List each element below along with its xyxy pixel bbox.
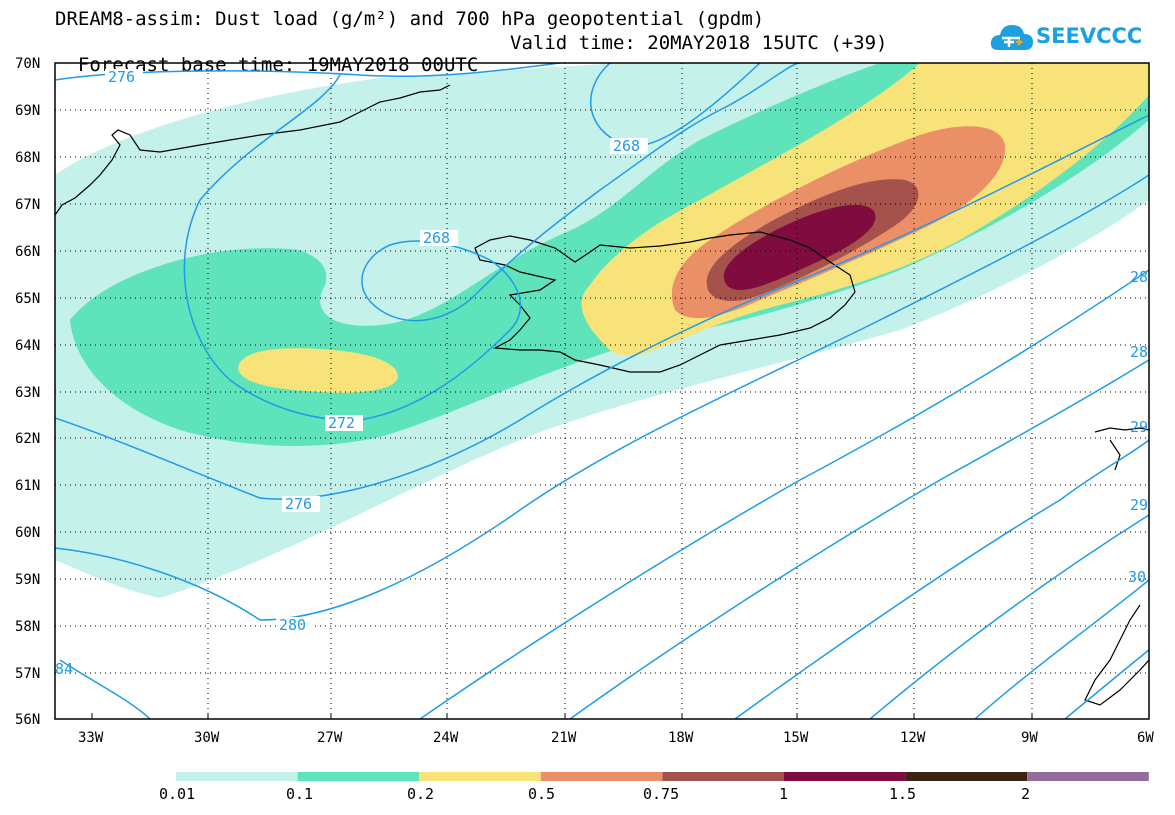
colorbar-label: 0.2	[407, 785, 434, 803]
iceland-coast	[474, 231, 856, 373]
colorbar-label: 0.01	[159, 785, 195, 803]
contour-label: 30	[1128, 568, 1146, 586]
lon-label: 33W	[78, 730, 104, 746]
lat-label: 58N	[15, 619, 40, 635]
lat-label: 70N	[15, 56, 40, 72]
lat-label: 65N	[15, 291, 40, 307]
contour-label: 29	[1130, 418, 1148, 436]
faroe-coast	[1094, 427, 1149, 471]
contour-label: 28	[1130, 268, 1148, 286]
colorbar-swatch	[419, 772, 541, 781]
contour-label: 268	[613, 137, 640, 155]
colorbar-swatch	[176, 772, 298, 781]
map-title: DREAM8-assim: Dust load (g/m²) and 700 h…	[55, 8, 765, 30]
contour-label: 268	[423, 229, 450, 247]
colorbar-swatch	[784, 772, 906, 781]
lon-label: 12W	[900, 730, 926, 746]
colorbar-label: 1	[779, 785, 788, 803]
contour-label: 272	[328, 414, 355, 432]
colorbar-label: 1.5	[889, 785, 916, 803]
valid-time: Valid time: 20MAY2018 15UTC (+39)	[510, 32, 888, 54]
colorbar-swatch	[1027, 772, 1149, 781]
lon-label: 15W	[783, 730, 809, 746]
time-info: Forecast base time: 19MAY2018 00UTC Vali…	[55, 32, 888, 98]
contour-labels: 276 268 268 272 276 280 84 28 28 29 29 3…	[55, 68, 1148, 678]
seevccc-logo: SEEVCCC	[990, 18, 1142, 58]
colorbar-swatch	[662, 772, 784, 781]
cloud-icon	[990, 25, 1033, 50]
greenland-coast	[55, 84, 451, 216]
colorbar-labels: 0.01 0.1 0.2 0.5 0.75 1 1.5 2	[159, 785, 1030, 803]
lon-label: 6W	[1137, 730, 1154, 746]
logo-text: SEEVCCC	[1036, 24, 1143, 48]
dust-fields	[55, 63, 1149, 598]
contour-label: 84	[55, 660, 73, 678]
contour-label: 29	[1130, 496, 1148, 514]
colorbar-label: 2	[1021, 785, 1030, 803]
colorbar-swatch	[540, 772, 663, 781]
dust-field-0.2-west	[238, 348, 398, 393]
lat-label: 56N	[15, 712, 40, 728]
contour-label: 276	[108, 68, 135, 86]
lon-label: 9W	[1021, 730, 1038, 746]
contour-label: 28	[1130, 343, 1148, 361]
lat-label: 60N	[15, 525, 40, 541]
colorbar-swatch	[297, 772, 420, 781]
geopotential-contours	[55, 63, 1149, 719]
lat-label: 61N	[15, 478, 40, 494]
lat-label: 62N	[15, 431, 40, 447]
scotland-coast	[1084, 604, 1149, 706]
axis-ticks	[91, 713, 1033, 719]
lon-label: 30W	[194, 730, 220, 746]
lon-label: 18W	[668, 730, 694, 746]
lon-label: 21W	[551, 730, 577, 746]
lat-label: 66N	[15, 244, 40, 260]
dust-field-1	[723, 204, 876, 290]
colorbar-label: 0.5	[528, 785, 555, 803]
lat-label: 64N	[15, 338, 40, 354]
lat-label: 69N	[15, 103, 40, 119]
colorbar	[176, 772, 1149, 781]
lat-label: 63N	[15, 385, 40, 401]
colorbar-label: 0.75	[643, 785, 679, 803]
colorbar-swatch	[905, 772, 1028, 781]
lat-label: 57N	[15, 666, 40, 682]
coastlines	[55, 84, 1149, 706]
lat-label: 59N	[15, 572, 40, 588]
longitude-labels: 33W 30W 27W 24W 21W 18W 15W 12W 9W 6W	[78, 730, 1154, 746]
contour-label: 276	[285, 495, 312, 513]
map-frame	[54, 62, 1150, 720]
contour-label: 280	[279, 616, 306, 634]
lon-label: 27W	[317, 730, 343, 746]
lat-label: 67N	[15, 197, 40, 213]
lat-label: 68N	[15, 150, 40, 166]
colorbar-label: 0.1	[286, 785, 313, 803]
lon-label: 24W	[433, 730, 459, 746]
latitude-labels: 70N 69N 68N 67N 66N 65N 64N 63N 62N 61N …	[15, 56, 40, 728]
